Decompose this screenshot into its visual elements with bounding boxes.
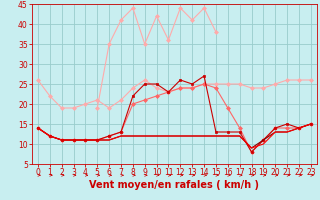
- X-axis label: Vent moyen/en rafales ( km/h ): Vent moyen/en rafales ( km/h ): [89, 180, 260, 190]
